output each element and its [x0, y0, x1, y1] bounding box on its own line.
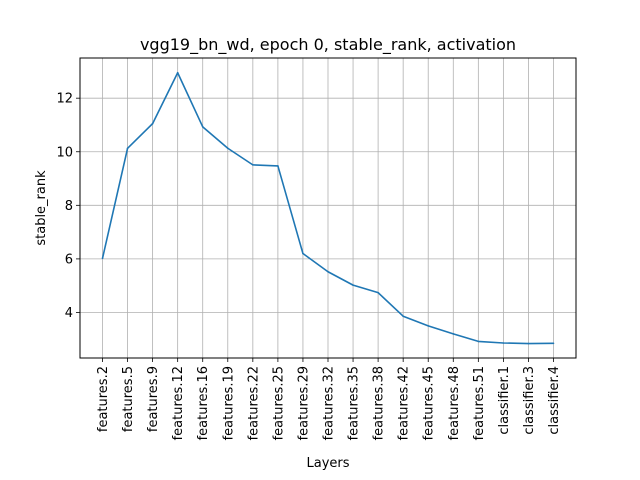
data-point	[552, 342, 555, 345]
data-point	[252, 164, 254, 166]
x-tick-label: features.48	[447, 366, 462, 440]
x-axis-label: Layers	[306, 456, 349, 471]
data-point	[502, 342, 505, 344]
grid	[80, 58, 576, 358]
y-tick-label: 10	[56, 145, 73, 160]
series-group	[101, 71, 555, 345]
y-axis-label: stable_rank	[34, 170, 49, 246]
chart-title: vgg19_bn_wd, epoch 0, stable_rank, activ…	[140, 35, 516, 55]
x-tick-label: features.42	[397, 366, 412, 440]
x-tick-label: features.45	[422, 366, 437, 440]
data-point	[327, 270, 329, 273]
x-tick-label: features.5	[121, 366, 136, 432]
x-tick-label: features.51	[472, 366, 487, 440]
x-tick-label: features.32	[322, 366, 337, 440]
data-point	[352, 284, 354, 286]
x-axis: features.2 features.5 features.9 features.1…	[96, 358, 562, 440]
x-tick-label: features.2	[96, 366, 111, 432]
data-point	[176, 71, 179, 74]
x-tick-label: classifier.4	[547, 366, 562, 435]
x-tick-label: features.25	[271, 366, 286, 440]
x-tick-label: features.16	[196, 366, 211, 440]
y-tick-label: 12	[56, 92, 73, 107]
x-tick-label: features.38	[372, 366, 387, 440]
x-tick-label: features.29	[296, 366, 311, 440]
data-point	[151, 122, 154, 125]
data-point	[126, 147, 129, 150]
x-tick-label: features.12	[171, 366, 186, 440]
x-tick-label: features.35	[347, 366, 362, 440]
y-axis: 4 6 8 10 12	[56, 92, 80, 321]
y-tick-label: 6	[65, 252, 73, 267]
data-point	[277, 165, 279, 167]
data-point	[201, 126, 204, 128]
data-point	[427, 325, 430, 327]
x-tick-label: features.19	[221, 366, 236, 440]
y-tick-label: 4	[65, 306, 73, 321]
y-tick-label: 8	[65, 199, 73, 214]
data-point	[452, 333, 455, 335]
x-tick-label: features.9	[146, 366, 161, 432]
x-tick-label: classifier.3	[522, 366, 537, 435]
data-point	[302, 252, 304, 255]
data-point	[101, 257, 104, 260]
data-point	[477, 340, 480, 343]
data-point	[226, 147, 229, 150]
x-tick-label: classifier.1	[497, 366, 512, 435]
data-point	[402, 315, 404, 318]
data-point	[527, 342, 530, 345]
data-point	[377, 291, 379, 294]
x-tick-label: features.22	[246, 366, 261, 440]
